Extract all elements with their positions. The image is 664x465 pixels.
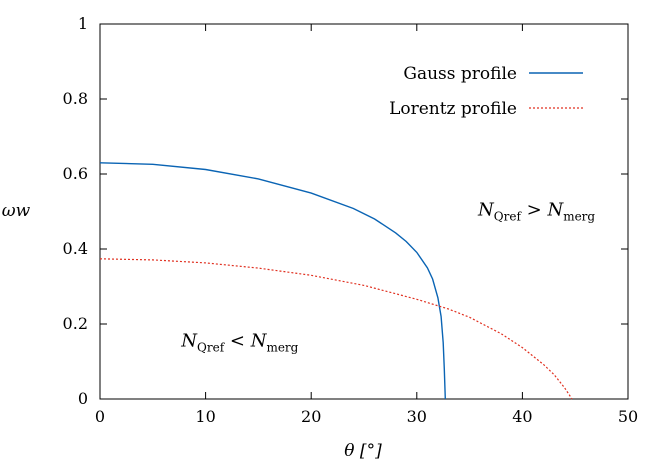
x-tick-label: 20 — [301, 407, 321, 426]
x-tick-label: 50 — [618, 407, 638, 426]
y-tick-label: 0.2 — [63, 314, 88, 333]
axis-tick-labels: 0 10 20 30 40 50 0 0.2 0.4 0.6 0.8 1 — [63, 14, 639, 426]
legend-label-lorentz: Lorentz profile — [389, 99, 517, 119]
plot-frame — [99, 23, 629, 400]
legend: Gauss profile Lorentz profile — [389, 64, 583, 119]
legend-label-gauss: Gauss profile — [403, 64, 517, 84]
annotations: NQref > Nmerg NQref < Nmerg — [180, 199, 595, 354]
axis-ticks — [99, 23, 629, 400]
x-tick-label: 40 — [512, 407, 532, 426]
y-axis-title: ωw — [2, 201, 31, 221]
series-line-gauss — [99, 162, 446, 400]
y-tick-label: 0.4 — [63, 239, 88, 258]
y-tick-label: 1 — [78, 14, 88, 33]
annotation-lower: NQref < Nmerg — [180, 331, 298, 355]
annotation-upper: NQref > Nmerg — [477, 199, 595, 223]
series-layer — [99, 162, 573, 400]
x-tick-label: 30 — [407, 407, 427, 426]
x-tick-label: 10 — [195, 407, 215, 426]
y-tick-label: 0.8 — [63, 89, 88, 108]
y-tick-label: 0 — [78, 389, 88, 408]
y-tick-label: 0.6 — [63, 164, 88, 183]
series-line-lorentz — [99, 258, 573, 400]
x-axis-title: θ [°] — [344, 441, 382, 461]
plot-area-border — [99, 23, 629, 400]
x-tick-label: 0 — [95, 407, 105, 426]
